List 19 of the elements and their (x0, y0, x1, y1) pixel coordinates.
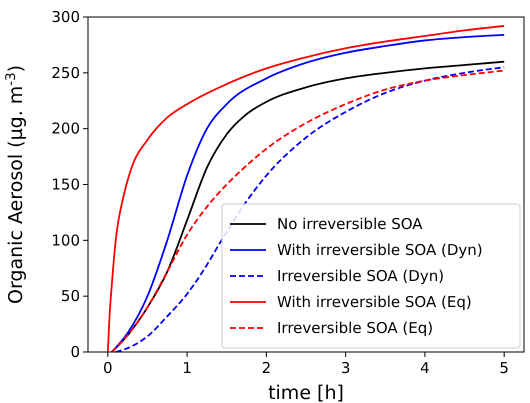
x-axis-title: time [h] (268, 382, 344, 403)
x-tick-label: 4 (420, 359, 430, 377)
legend-label: Irreversible SOA (Dyn) (277, 267, 444, 285)
legend-label: With irreversible SOA (Eq) (277, 293, 472, 311)
x-tick-label: 2 (262, 359, 272, 377)
y-tick-label: 250 (51, 64, 80, 82)
x-tick-label: 1 (182, 359, 192, 377)
x-tick-label: 0 (103, 359, 113, 377)
legend-label: Irreversible SOA (Eq) (277, 319, 434, 337)
x-tick-label: 5 (499, 359, 509, 377)
legend-label: With irreversible SOA (Dyn) (277, 241, 483, 259)
y-tick-label: 150 (51, 176, 80, 194)
y-tick-label: 0 (70, 343, 80, 361)
legend-label: No irreversible SOA (277, 215, 424, 233)
y-tick-label: 300 (51, 8, 80, 26)
y-tick-label: 50 (60, 287, 80, 306)
y-tick-label: 200 (51, 120, 80, 138)
y-tick-label: 100 (51, 231, 80, 250)
x-tick-label: 3 (340, 359, 350, 377)
